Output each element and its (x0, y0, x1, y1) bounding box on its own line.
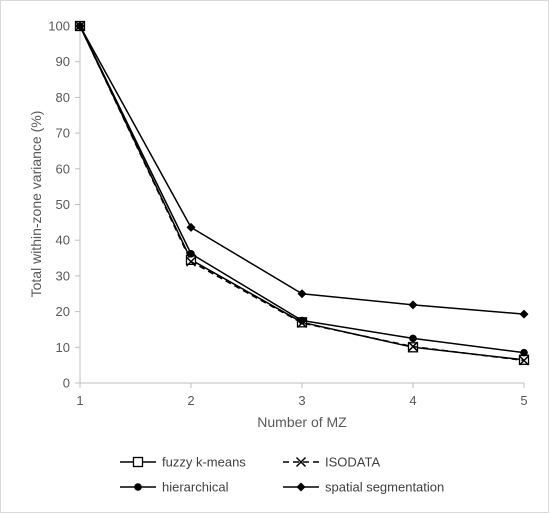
legend-label: fuzzy k-means (162, 455, 246, 470)
series-fuzzy-k-means (74, 20, 530, 365)
point-x (185, 256, 197, 267)
y-tick-label: 0 (63, 376, 70, 391)
x-tick-label: 3 (298, 393, 305, 408)
point-filled-diamond (408, 300, 418, 310)
x-axis-ticks: 1 2 3 4 5 (76, 383, 528, 408)
point-filled-diamond (519, 309, 529, 319)
series-line (79, 25, 525, 361)
legend: fuzzy k-means ISODATA hierarchical spatial … (120, 455, 444, 495)
point-open-square (132, 456, 144, 468)
point-filled-diamond (186, 222, 196, 232)
legend-item: ISODATA (283, 455, 380, 470)
series-hierarchical (76, 22, 528, 357)
point-filled-circle (187, 249, 195, 258)
point-x (295, 456, 307, 468)
y-tick-label: 70 (56, 126, 70, 141)
series-line (79, 25, 525, 315)
point-x-stroke (295, 456, 307, 468)
x-tick-label: 5 (520, 393, 527, 408)
y-tick-label: 40 (56, 233, 70, 248)
point-x (518, 355, 530, 366)
y-tick-label: 20 (56, 304, 70, 319)
axes (79, 26, 524, 384)
point-filled-circle (298, 316, 306, 325)
legend-item: hierarchical (120, 480, 229, 495)
point-filled-circle (409, 334, 417, 343)
point-x-stroke (185, 256, 197, 267)
series-spatial-segmentation (75, 21, 529, 319)
point-filled-diamond (75, 21, 85, 31)
point-filled-circle (520, 348, 528, 357)
legend-label: spatial segmentation (325, 480, 444, 495)
point-x (407, 341, 419, 352)
point-x-stroke (407, 341, 419, 352)
point-x-stroke (518, 355, 530, 366)
x-axis-title: Number of MZ (257, 414, 347, 430)
series-group (74, 20, 530, 366)
legend-item: spatial segmentation (283, 480, 444, 495)
series-line (79, 25, 525, 354)
y-tick-label: 50 (56, 197, 70, 212)
series-isodata (74, 20, 530, 366)
x-tick-label: 2 (187, 393, 194, 408)
point-filled-circle (134, 483, 142, 491)
x-tick-label: 1 (76, 393, 83, 408)
y-tick-label: 80 (56, 90, 70, 105)
series-line (79, 25, 525, 362)
legend-item: fuzzy k-means (120, 455, 246, 470)
legend-label: hierarchical (162, 480, 229, 495)
y-axis-title: Total within-zone variance (%) (28, 111, 44, 298)
y-tick-label: 10 (56, 340, 70, 355)
y-axis-ticks: 0 10 20 30 40 50 60 70 80 90 100 (48, 19, 80, 391)
y-tick-label: 30 (56, 268, 70, 283)
x-tick-label: 4 (409, 393, 416, 408)
legend-label: ISODATA (325, 455, 380, 470)
y-tick-label: 60 (56, 161, 70, 176)
y-tick-label: 100 (48, 19, 70, 34)
point-filled-diamond (297, 289, 307, 299)
y-tick-label: 90 (56, 54, 70, 69)
point-filled-diamond (296, 482, 306, 492)
